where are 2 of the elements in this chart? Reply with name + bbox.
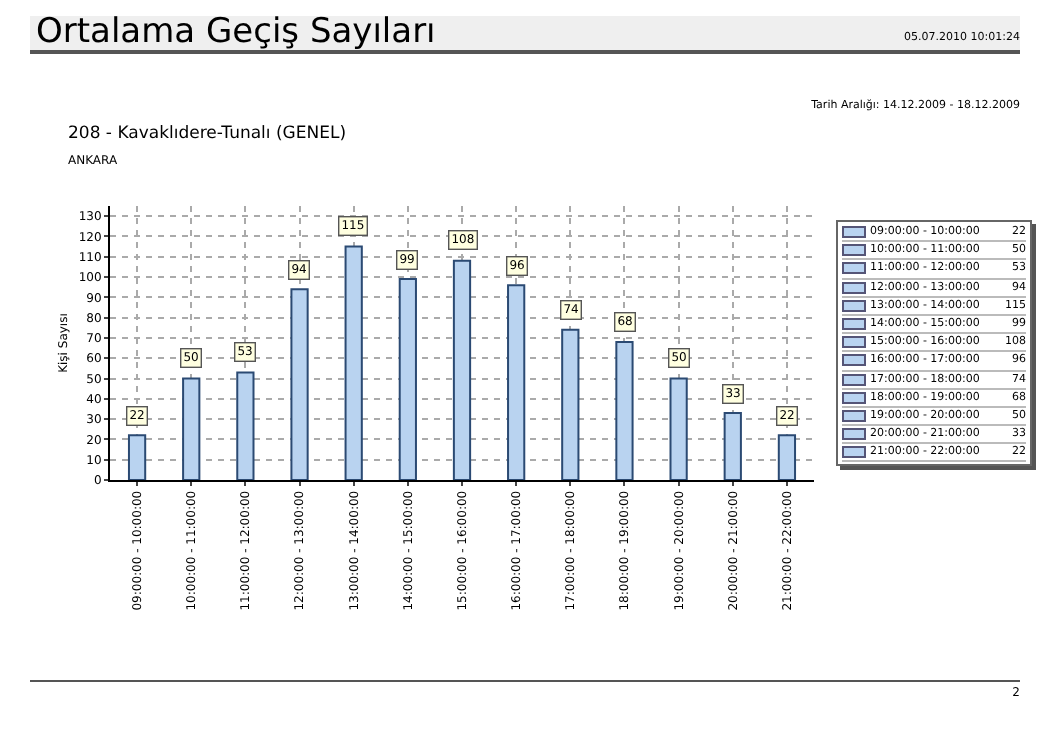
chart-title: Ortalama Geçiş Sayıları — [36, 12, 436, 52]
chart-subtitle: 208 - Kavaklıdere-Tunalı (GENEL) — [68, 124, 347, 144]
